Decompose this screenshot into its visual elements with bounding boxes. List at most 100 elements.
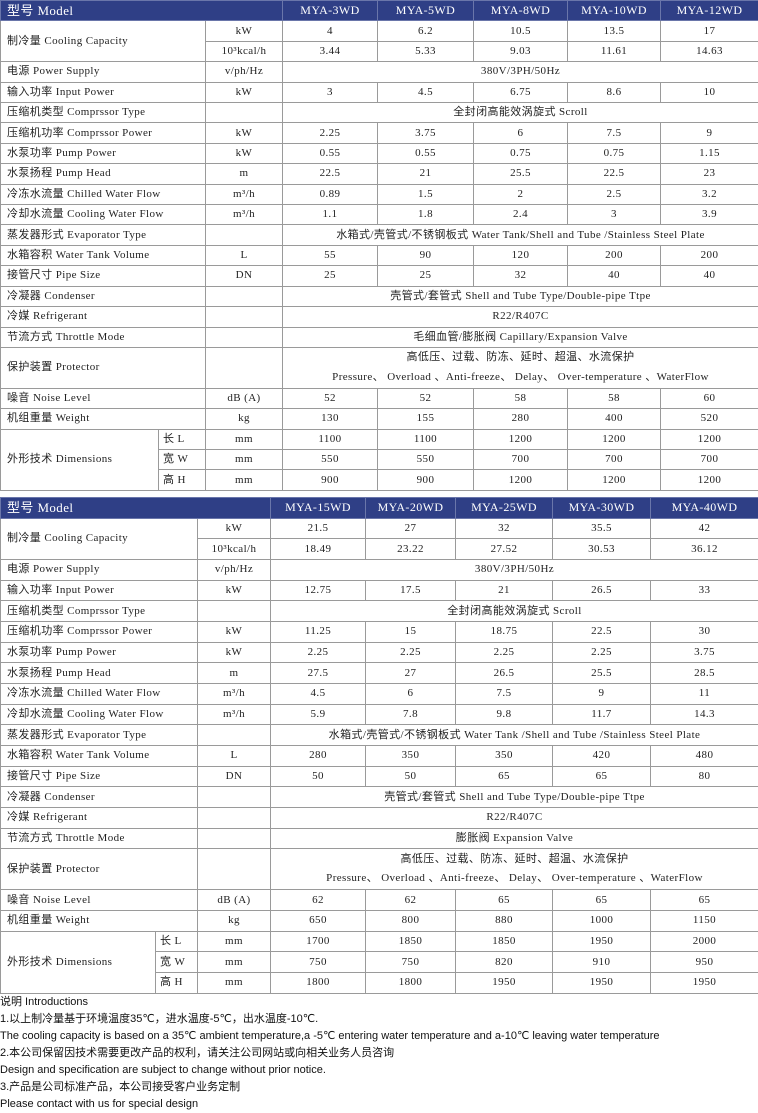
- row-label: 输入功率 Input Power: [0, 81, 206, 104]
- value-cell: 420: [552, 744, 651, 767]
- merged-cell: 全封闭高能效涡旋式 Scroll: [270, 600, 758, 622]
- row-label: 水箱容积 Water Tank Volume: [0, 244, 206, 267]
- spec-table: 型号 Model MYA-3WD MYA-5WD MYA-8WD MYA-10WD MYA…: [0, 0, 758, 491]
- value-cell: 52: [377, 387, 474, 410]
- model-name: MYA-20WD: [365, 497, 456, 519]
- value-cell: 1700: [270, 930, 366, 953]
- merged-cell: 水箱式/壳管式/不锈钢板式 Water Tank /Shell and Tube…: [270, 724, 758, 746]
- value-cell: 120: [473, 244, 568, 267]
- value-cell: 6: [365, 682, 456, 705]
- value-cell: 200: [567, 244, 661, 267]
- value-cell: 3.75: [377, 122, 474, 144]
- spec-row: 蒸发器形式 Evaporator Type 水箱式/壳管式/不锈钢板式 Water…: [0, 224, 758, 246]
- unit-cell: kW: [197, 620, 271, 643]
- row-label: 机组重量 Weight: [0, 910, 198, 932]
- unit-cell: kW: [205, 142, 283, 165]
- value-cell: 1950: [552, 930, 651, 953]
- header-label: 型号 Model: [0, 497, 271, 519]
- value-cell: 1.8: [377, 204, 474, 226]
- unit-cell: 10³kcal/h: [205, 40, 283, 63]
- value-cell: 14.63: [660, 40, 758, 63]
- model-name: MYA-30WD: [552, 497, 651, 519]
- spec-row: 节流方式 Throttle Mode 毛细血管/膨胀阀 Capillary/Exp…: [0, 326, 758, 348]
- value-cell: 58: [567, 387, 661, 410]
- row-label: 节流方式 Throttle Mode: [0, 827, 198, 850]
- value-cell: 1200: [567, 469, 661, 491]
- spec-row: 冷却水流量 Cooling Water Flow m³/h 1.1 1.8 2.4 3 3.…: [0, 204, 758, 226]
- spec-row: 接管尺寸 Pipe Size DN 25 25 32 40 40: [0, 265, 758, 287]
- model-name: MYA-8WD: [473, 0, 568, 22]
- spec-row: 输入功率 Input Power kW 12.75 17.5 21 26.5 33: [0, 579, 758, 602]
- value-cell: 25.5: [473, 163, 568, 185]
- note-line: 3.产品是公司标准产品，本公司接受客户业务定制: [0, 1081, 241, 1093]
- unit-cell: v/ph/Hz: [197, 558, 271, 581]
- value-cell: 11.61: [567, 40, 661, 63]
- table-body: 型号 Model MYA-15WD MYA-20WD MYA-25WD MYA-30WD…: [0, 497, 758, 994]
- value-cell: 33: [650, 579, 758, 602]
- value-cell: 65: [455, 889, 553, 912]
- value-cell: 3: [567, 204, 661, 226]
- value-cell: 1200: [660, 428, 758, 450]
- spec-row: 10³kcal/h 18.49 23.22 27.52 30.53 36.12: [1, 538, 758, 560]
- value-cell: 820: [455, 951, 553, 974]
- row-label: 蒸发器形式 Evaporator Type: [0, 224, 206, 246]
- unit-cell: m³/h: [197, 703, 271, 726]
- value-cell: 5.33: [377, 40, 474, 63]
- unit-cell: mm: [205, 428, 283, 450]
- row-label: 保护装置 Protector: [0, 346, 206, 389]
- value-cell: 10: [660, 81, 758, 104]
- value-cell: 25: [282, 265, 378, 287]
- value-cell: 18.75: [455, 620, 553, 643]
- value-cell: 11.7: [552, 703, 651, 726]
- table: 型号 Model MYA-3WD MYA-5WD MYA-8WD MYA-10WD MYA…: [0, 0, 758, 491]
- value-cell: 950: [650, 951, 758, 974]
- value-cell: 400: [567, 408, 661, 430]
- sub-label: 高 H: [158, 469, 206, 491]
- spec-row: 制冷量 Cooling Capacity kW 21.5 27 32 35.5 42: [0, 517, 758, 560]
- model-name: MYA-10WD: [567, 0, 661, 22]
- row-label: 冷媒 Refrigerant: [0, 806, 198, 829]
- value-cell: 18.49: [270, 538, 366, 560]
- value-cell: 17.5: [365, 579, 456, 602]
- value-cell: 1950: [650, 972, 758, 994]
- value-cell: 700: [660, 448, 758, 471]
- model-name: MYA-12WD: [660, 0, 758, 22]
- note-line: 1.以上制冷量基于环境温度35℃，进水温度-5℃，出水温度-10℃.: [0, 1013, 319, 1025]
- value-cell: 2.25: [270, 641, 366, 664]
- value-cell: 0.55: [282, 142, 378, 165]
- row-label: 电源 Power Supply: [0, 61, 206, 83]
- value-cell: 4.5: [270, 682, 366, 705]
- value-cell: 30: [650, 620, 758, 643]
- value-cell: 5.9: [270, 703, 366, 726]
- value-cell: 1200: [567, 428, 661, 450]
- value-cell: 550: [282, 448, 378, 471]
- unit-cell: [205, 346, 283, 389]
- value-cell: 50: [270, 765, 366, 788]
- merged-cell: 380V/3PH/50Hz: [270, 558, 758, 581]
- sub-label: 长 L: [158, 428, 206, 450]
- value-cell: 15: [365, 620, 456, 643]
- unit-cell: dB (A): [205, 387, 283, 410]
- spec-row: 水泵扬程 Pump Head m 27.5 27 26.5 25.5 28.5: [0, 662, 758, 684]
- value-cell: 22.5: [282, 163, 378, 185]
- value-cell: 800: [365, 910, 456, 932]
- merged-cell: 壳管式/套管式 Shell and Tube Type/Double-pipe …: [270, 786, 758, 808]
- protector-line: 高低压、过载、防冻、延时、超温、水流保护: [406, 351, 635, 364]
- value-cell: 0.75: [567, 142, 661, 165]
- value-cell: 21: [455, 579, 553, 602]
- unit-cell: kW: [205, 81, 283, 104]
- unit-cell: [197, 786, 271, 808]
- unit-cell: DN: [205, 265, 283, 287]
- value-cell: 40: [660, 265, 758, 287]
- value-cell: 6.75: [473, 81, 568, 104]
- merged-cell: 全封闭高能效涡旋式 Scroll: [282, 102, 758, 124]
- row-label: 蒸发器形式 Evaporator Type: [0, 724, 198, 746]
- spec-row: 冷媒 Refrigerant R22/R407C: [0, 306, 758, 328]
- value-cell: 9.03: [473, 40, 568, 63]
- value-cell: 900: [282, 469, 378, 491]
- note-line: 2.本公司保留因技术需要更改产品的权利，请关注公司网站或向相关业务人员咨询: [0, 1047, 395, 1059]
